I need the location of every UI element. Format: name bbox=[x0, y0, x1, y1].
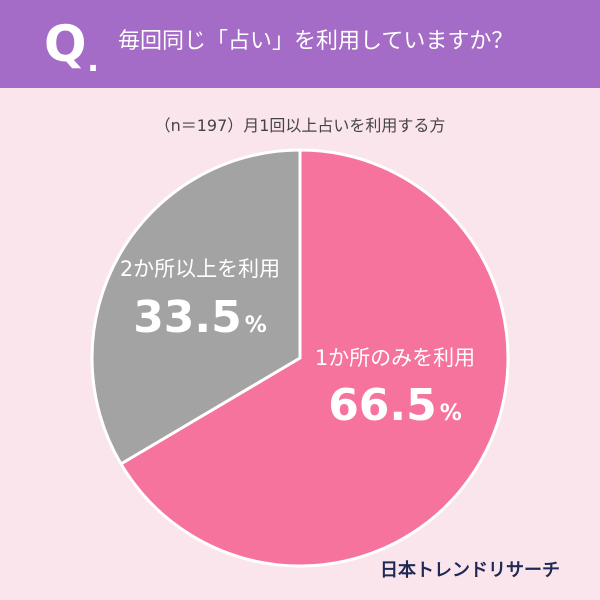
pie-slice-2 bbox=[90, 148, 302, 466]
slice-unit-1: % bbox=[440, 401, 462, 426]
slice-unit-2: % bbox=[245, 313, 267, 338]
q-mark: Q bbox=[44, 15, 87, 73]
slice-label-2: 2か所以上を利用 bbox=[120, 257, 280, 281]
slice-label-1: 1か所のみを利用 bbox=[315, 346, 475, 370]
question-banner: Q . 毎回同じ「占い」を利用していますか？ bbox=[0, 0, 600, 88]
brand-logo: 日本トレンドリサーチ bbox=[380, 560, 560, 581]
q-dot: . bbox=[87, 41, 100, 79]
pie-slice-1 bbox=[119, 148, 510, 568]
question-text: 毎回同じ「占い」を利用していますか？ bbox=[118, 29, 514, 54]
sample-note: （n＝197）月1回以上占いを利用する方 bbox=[154, 116, 446, 135]
